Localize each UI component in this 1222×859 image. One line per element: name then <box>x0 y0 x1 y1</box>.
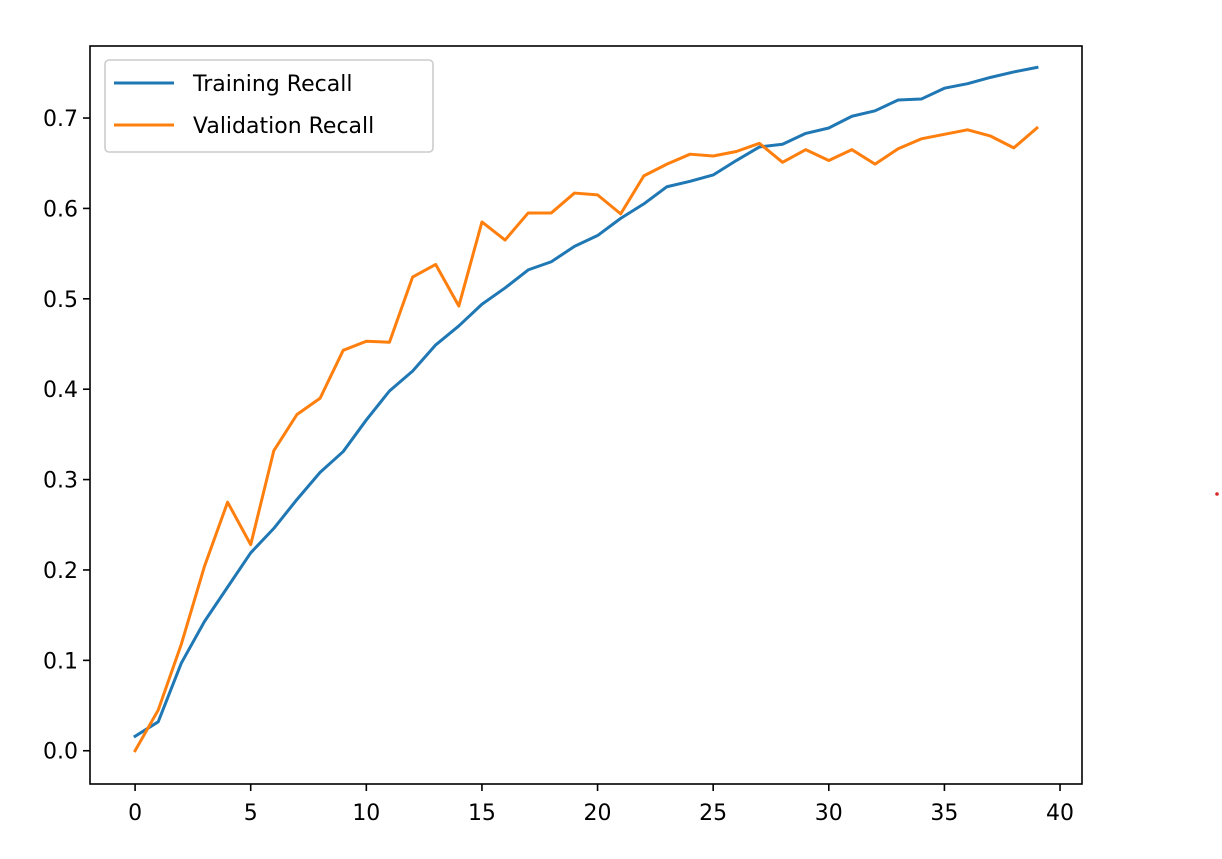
x-tick-label: 15 <box>468 801 496 826</box>
y-tick-label: 0.5 <box>43 288 78 313</box>
axes-frame <box>89 45 1083 785</box>
y-tick-label: 0.7 <box>43 107 78 132</box>
x-tick-label: 10 <box>352 801 380 826</box>
x-axis: 0 5 10 15 20 25 30 35 40 <box>128 784 1074 826</box>
legend-box <box>104 59 434 153</box>
stray-marker-dot <box>1215 492 1219 496</box>
y-tick-label: 0.4 <box>43 378 78 403</box>
legend-label: Validation Recall <box>193 114 374 139</box>
x-tick-label: 25 <box>699 801 727 826</box>
y-tick-label: 0.2 <box>43 559 78 584</box>
y-tick-label: 0.3 <box>43 469 78 494</box>
x-tick-label: 30 <box>815 801 843 826</box>
series-line-training-recall <box>133 65 1039 739</box>
series-layer <box>133 65 1040 753</box>
x-tick-label: 20 <box>584 801 612 826</box>
x-tick-label: 5 <box>244 801 258 826</box>
x-tick-label: 35 <box>930 801 958 826</box>
x-tick-label: 0 <box>128 801 142 826</box>
y-tick-label: 0.0 <box>43 740 78 765</box>
x-tick-label: 40 <box>1046 801 1074 826</box>
y-tick-label: 0.1 <box>43 649 78 674</box>
series-line-validation-recall <box>133 125 1040 753</box>
legend: Training Recall Validation Recall <box>104 59 434 153</box>
y-tick-label: 0.6 <box>43 197 78 222</box>
y-axis: 0.0 0.1 0.2 0.3 0.4 0.5 0.6 0.7 <box>43 107 90 765</box>
legend-label: Training Recall <box>192 72 352 97</box>
